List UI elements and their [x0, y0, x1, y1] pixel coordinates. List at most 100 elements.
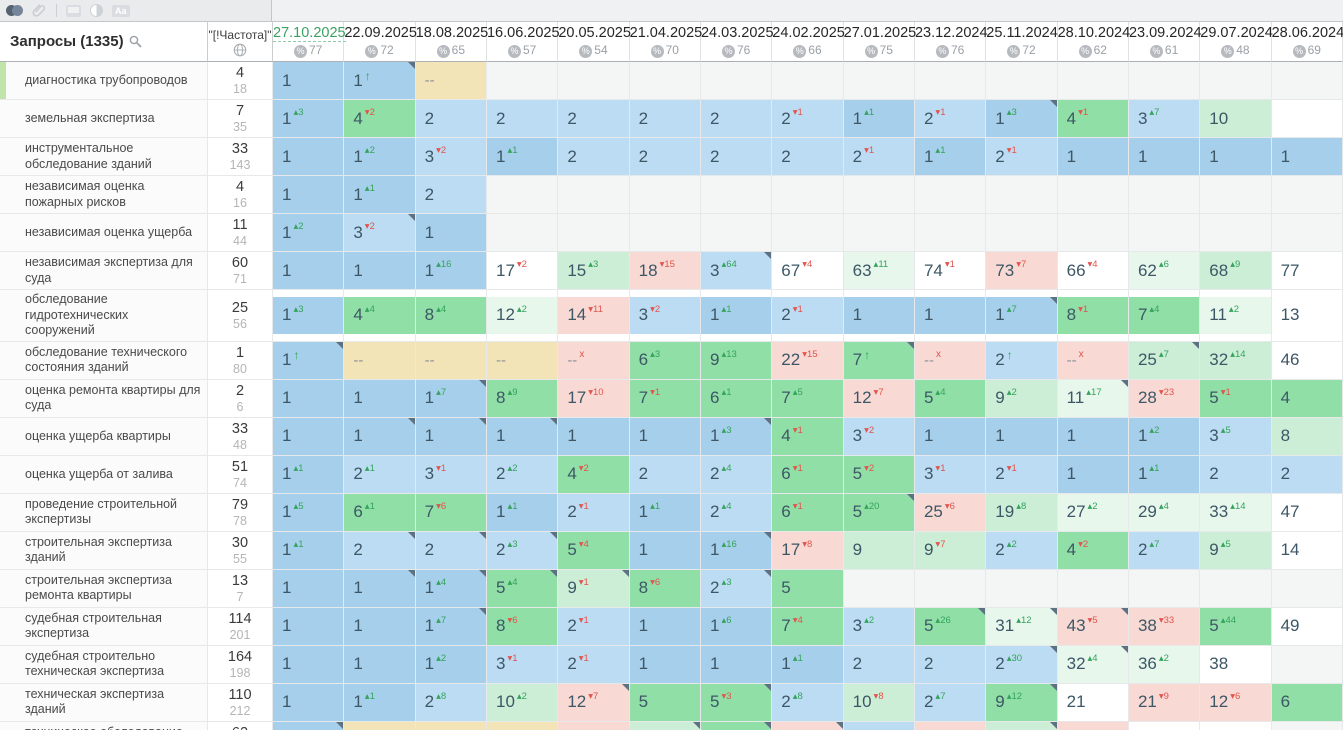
position-cell[interactable]: 46 — [1271, 341, 1343, 380]
position-cell[interactable] — [1200, 569, 1272, 608]
position-cell[interactable]: 5 ▾2 — [843, 455, 915, 494]
position-cell[interactable]: 4 — [1271, 379, 1343, 418]
position-cell[interactable]: 1 ▴7 — [986, 290, 1058, 342]
position-cell[interactable]: 17 ▾2 — [486, 252, 559, 290]
position-cell[interactable]: 2 ▴8 — [772, 683, 844, 722]
position-cell[interactable]: 1 ▴1 — [700, 290, 773, 342]
text-style-icon[interactable]: Aa — [112, 4, 130, 17]
position-cell[interactable]: 1 ▴2 — [1128, 417, 1201, 456]
position-cell[interactable] — [1200, 214, 1272, 252]
date-column-header[interactable]: 16.06.2025% 57 — [486, 22, 560, 62]
position-cell[interactable]: 1 — [273, 62, 345, 100]
date-column-header[interactable]: 24.03.2025% 76 — [700, 22, 774, 62]
position-cell[interactable]: 38 — [1200, 645, 1272, 684]
search-icon[interactable] — [129, 35, 142, 48]
position-cell[interactable]: 6 ▾1 — [772, 493, 844, 532]
position-cell[interactable] — [1057, 214, 1129, 252]
position-cell[interactable] — [629, 176, 701, 214]
position-cell[interactable]: 31 ▴12 — [986, 607, 1058, 646]
date-column-header[interactable]: 25.11.2024% 72 — [986, 22, 1058, 62]
keyword-cell[interactable]: оценка ремонта квартиры для суда — [0, 379, 208, 418]
position-cell[interactable] — [1271, 176, 1343, 214]
position-cell[interactable]: 74 ▾1 — [914, 252, 987, 290]
position-cell[interactable]: 7 ▾6 — [415, 493, 487, 532]
position-cell[interactable]: 77 — [1271, 252, 1343, 290]
position-cell[interactable]: 13 — [1271, 290, 1343, 342]
position-cell[interactable]: 47 — [1271, 493, 1343, 532]
position-cell[interactable]: 12 ▴2 — [486, 290, 559, 342]
position-cell[interactable]: 1 — [273, 138, 345, 176]
position-cell[interactable]: 1 ▴3 — [273, 100, 345, 138]
position-cell[interactable]: 1 ▴1 — [843, 100, 915, 138]
position-cell[interactable] — [486, 214, 559, 252]
keyword-cell[interactable]: судебная строительно техническая эксперт… — [0, 645, 208, 684]
position-cell[interactable]: 2 ▾1 — [986, 455, 1058, 494]
position-cell[interactable]: 1↑ — [273, 341, 345, 380]
position-cell[interactable]: 32 ▴4 — [1057, 645, 1129, 684]
position-cell[interactable]: 2 — [629, 455, 701, 494]
position-cell[interactable]: 2 — [700, 138, 773, 176]
position-cell[interactable]: -- — [415, 62, 487, 100]
position-cell[interactable] — [700, 214, 773, 252]
position-cell[interactable]: 9 ▴12 — [986, 683, 1058, 722]
position-cell[interactable]: 3 ▴2 — [843, 607, 915, 646]
position-cell[interactable]: 6 ▴1 — [700, 379, 773, 418]
position-cell[interactable]: 2 — [914, 645, 987, 684]
position-cell[interactable]: 9 ▴2 — [986, 379, 1058, 418]
position-cell[interactable]: 5 — [629, 683, 701, 722]
position-cell[interactable]: 7 ▴4 — [1128, 290, 1201, 342]
position-cell[interactable]: 1 — [344, 252, 416, 290]
position-cell[interactable]: 49 — [1271, 607, 1343, 646]
keyword-cell[interactable]: независимая оценка пожарных рисков — [0, 176, 208, 214]
position-cell[interactable]: 1 — [914, 417, 987, 456]
position-cell[interactable] — [700, 176, 773, 214]
position-cell[interactable]: 62 ▴6 — [1128, 252, 1201, 290]
position-cell[interactable]: 2 — [629, 138, 701, 176]
position-cell[interactable]: 1 ▴7 — [415, 379, 487, 418]
position-cell[interactable]: 9 ▾1 — [558, 569, 630, 608]
position-cell[interactable]: 1 ▴3 — [700, 417, 773, 456]
position-cell[interactable] — [914, 569, 987, 608]
position-cell[interactable]: --x — [558, 341, 630, 380]
position-cell[interactable]: 14 ▾11 — [558, 290, 630, 342]
date-column-header[interactable]: 22.09.2025% 72 — [344, 22, 417, 62]
position-cell[interactable] — [1128, 214, 1201, 252]
position-cell[interactable]: 6 ▴3 — [629, 341, 701, 380]
position-cell[interactable]: 2 ▾1 — [914, 100, 987, 138]
position-cell[interactable]: -- — [486, 341, 559, 380]
position-cell[interactable]: 11 ▴17 — [1057, 379, 1129, 418]
position-cell[interactable]: 2 — [344, 531, 416, 570]
keyword-cell[interactable]: техническая экспертиза зданий — [0, 683, 208, 722]
position-cell[interactable]: 1 ▴16 — [415, 252, 487, 290]
position-cell[interactable]: 1 ▴1 — [486, 138, 559, 176]
position-cell[interactable]: 25▾14 — [914, 721, 987, 730]
position-cell[interactable]: 2 ▾1 — [558, 493, 630, 532]
position-cell[interactable]: 24 — [1200, 721, 1272, 730]
position-cell[interactable]: 11↑ — [986, 721, 1058, 730]
position-cell[interactable]: 1 — [914, 290, 987, 342]
position-cell[interactable]: --x — [1057, 341, 1129, 380]
position-cell[interactable]: 1 — [1057, 455, 1129, 494]
position-cell[interactable] — [1057, 176, 1129, 214]
position-cell[interactable]: 12 ▾7 — [558, 683, 630, 722]
position-cell[interactable]: 2 ▾1 — [772, 100, 844, 138]
position-cell[interactable] — [558, 62, 630, 100]
position-cell[interactable] — [843, 569, 915, 608]
position-cell[interactable]: 15 ▴3 — [558, 252, 630, 290]
position-cell[interactable]: 1 ▴2 — [273, 214, 345, 252]
keyword-cell[interactable]: независимая оценка ущерба — [0, 214, 208, 252]
position-cell[interactable]: 1 — [273, 417, 345, 456]
position-cell[interactable]: 2 ▴30 — [986, 645, 1058, 684]
position-cell[interactable]: 1 — [344, 379, 416, 418]
position-cell[interactable]: 1 — [1057, 417, 1129, 456]
position-cell[interactable]: 3 ▴5 — [1200, 417, 1272, 456]
position-cell[interactable] — [1128, 62, 1201, 100]
position-cell[interactable] — [1128, 569, 1201, 608]
date-column-header[interactable]: 18.08.2025% 65 — [415, 22, 488, 62]
position-cell[interactable]: 17 ▾8 — [772, 531, 844, 570]
position-cell[interactable] — [486, 62, 559, 100]
position-cell[interactable]: 3 ▾2 — [415, 138, 487, 176]
position-cell[interactable]: 2 ▴2 — [486, 455, 559, 494]
position-cell[interactable] — [1271, 214, 1343, 252]
position-cell[interactable]: 2 ▾1 — [986, 138, 1058, 176]
